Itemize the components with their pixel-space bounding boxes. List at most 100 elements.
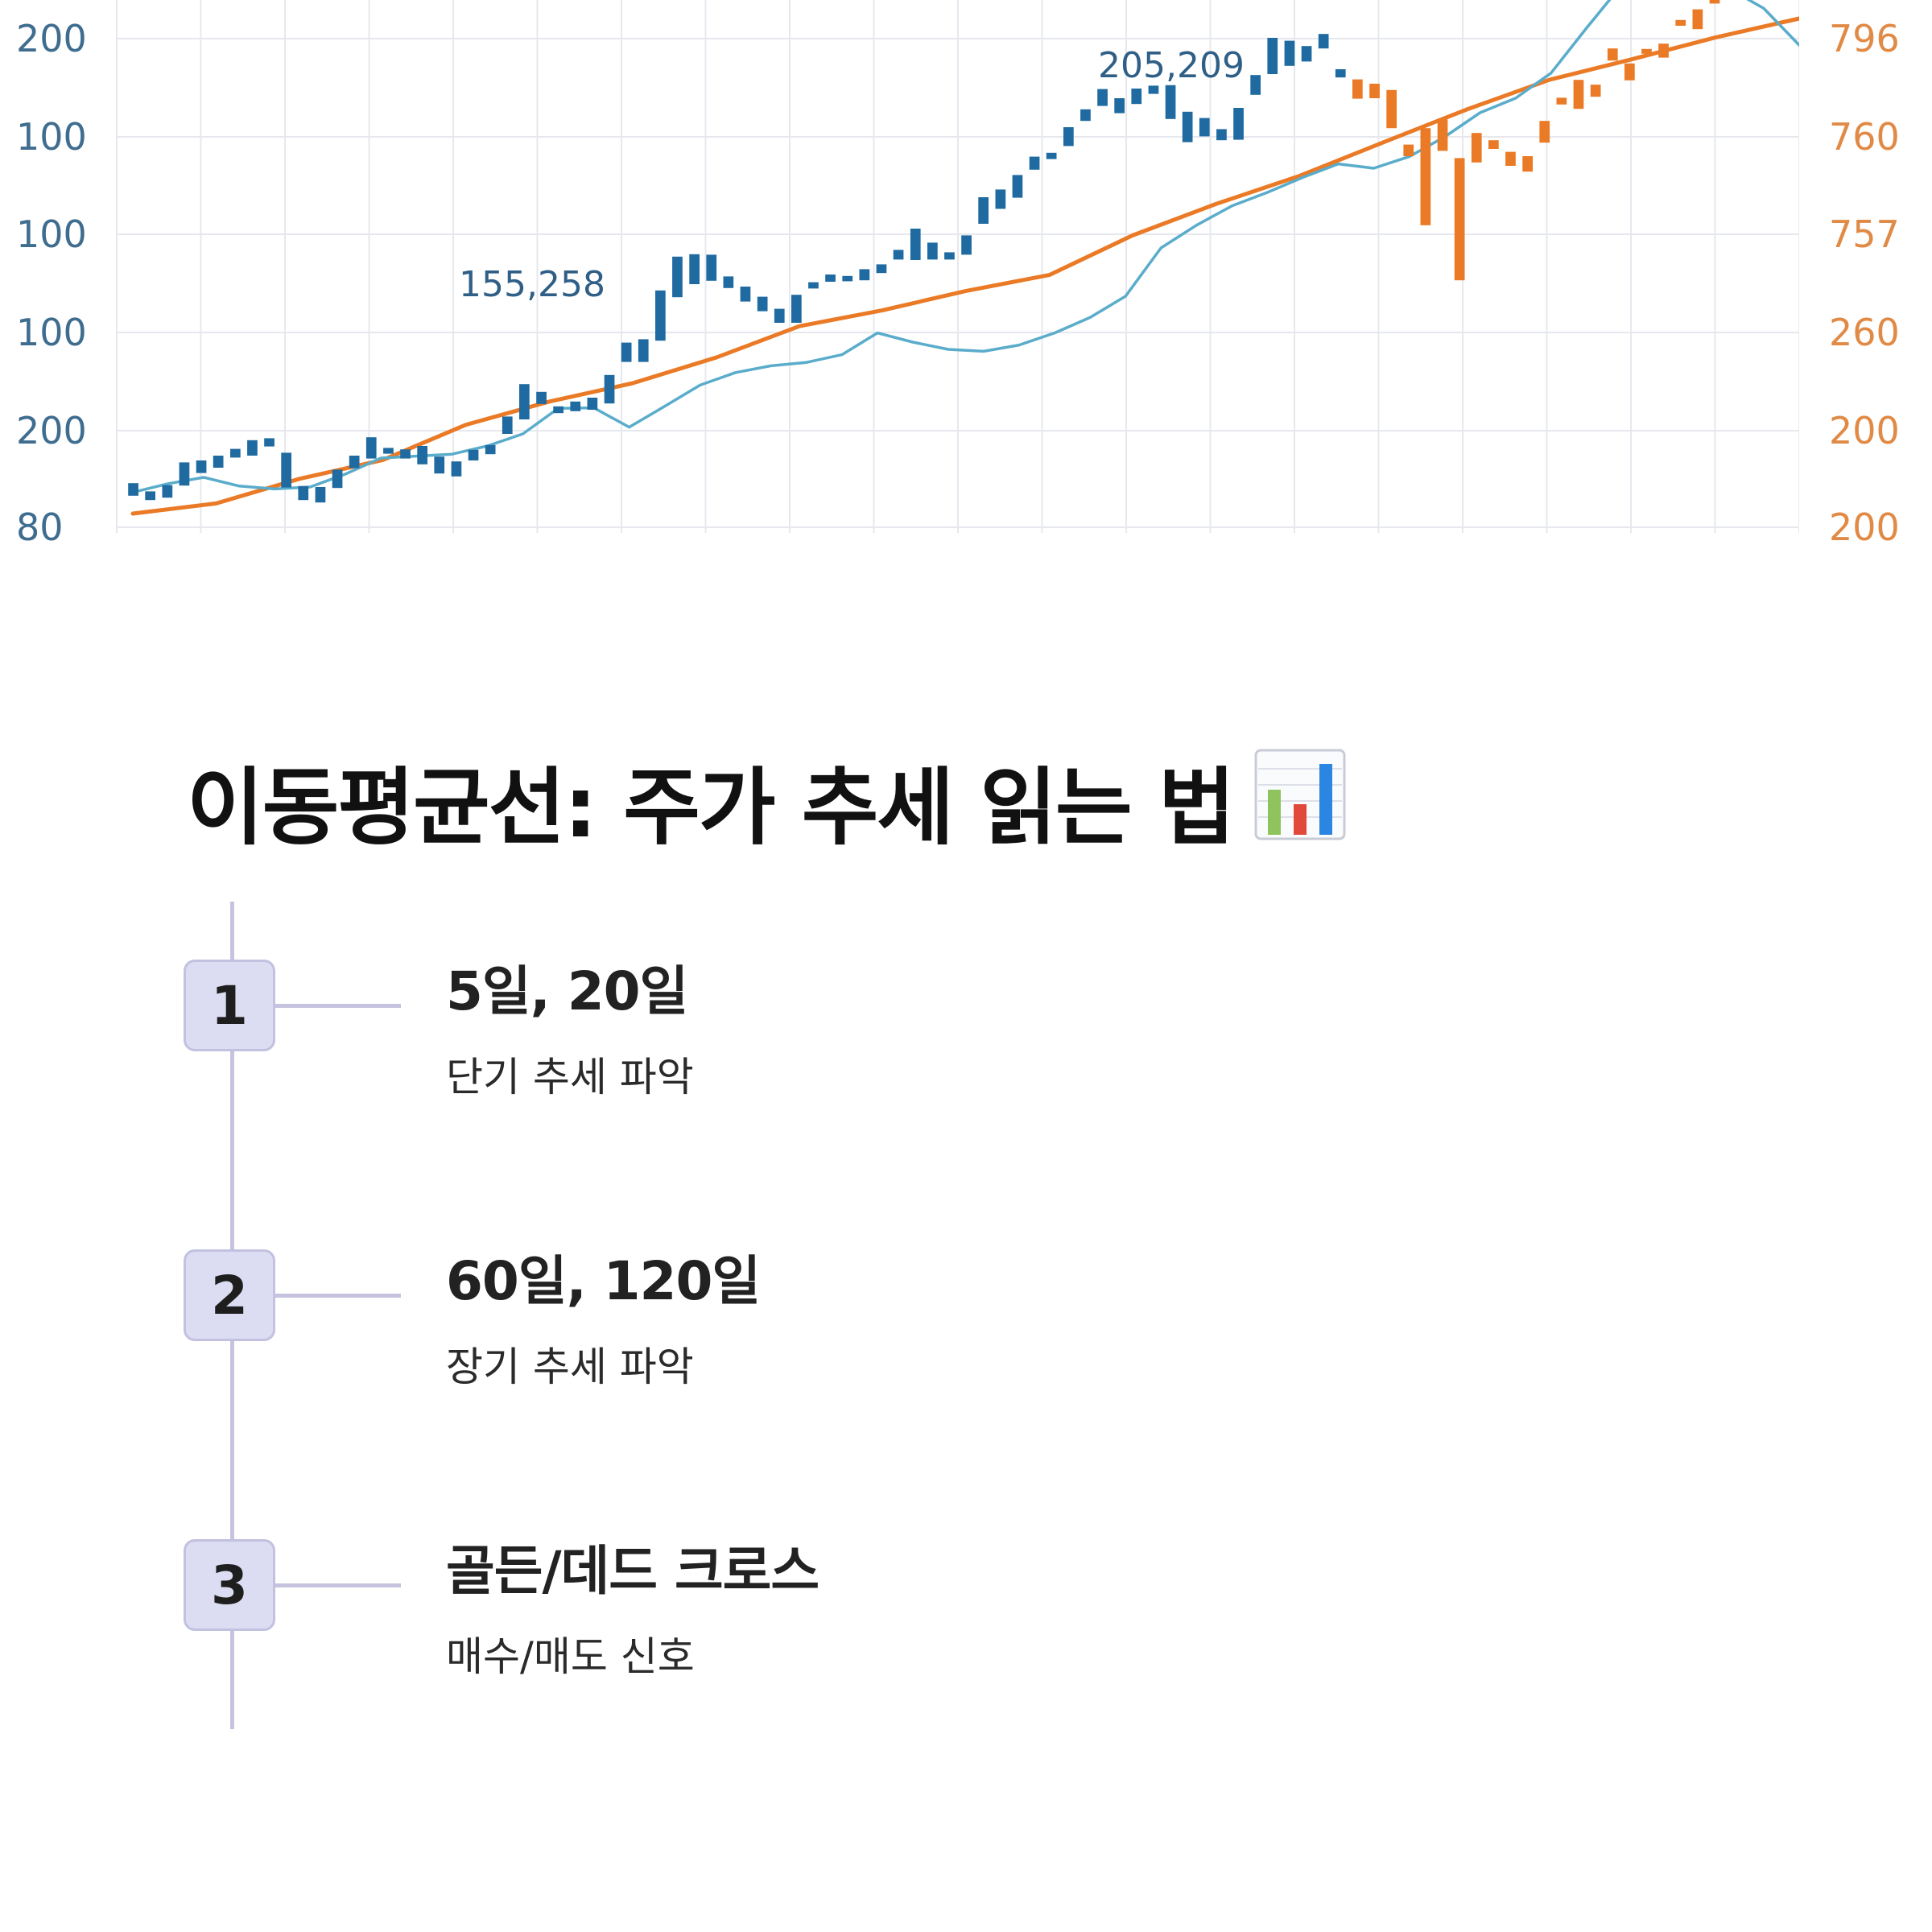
candle xyxy=(502,416,513,434)
step-number-badge: 1 xyxy=(184,960,275,1051)
step-description: 단기 추세 파악 xyxy=(446,1054,694,1100)
candle xyxy=(468,449,479,460)
candle xyxy=(638,339,649,362)
candle xyxy=(264,438,275,447)
candle xyxy=(1318,34,1329,49)
candle xyxy=(1267,38,1278,74)
candle xyxy=(1488,140,1499,149)
candle xyxy=(689,254,700,284)
candle xyxy=(1199,118,1210,137)
candle xyxy=(621,342,632,362)
candle xyxy=(298,485,309,501)
candle xyxy=(1590,85,1601,97)
step-title: 5일, 20일 xyxy=(446,960,688,1022)
candle xyxy=(1556,97,1567,105)
left-axis-tick-label: 200 xyxy=(16,409,87,452)
left-axis-tick-label: 100 xyxy=(16,115,87,159)
candle xyxy=(553,406,564,414)
candle xyxy=(1352,79,1363,99)
candle xyxy=(145,491,155,501)
candle xyxy=(1675,19,1686,26)
candle xyxy=(1437,119,1448,151)
candle xyxy=(757,296,768,312)
candle xyxy=(365,437,377,459)
candle xyxy=(1165,85,1176,119)
candle xyxy=(1063,127,1074,147)
candle xyxy=(519,384,530,419)
step-number-badge: 3 xyxy=(184,1539,275,1631)
candle xyxy=(1403,144,1414,156)
candle xyxy=(876,264,887,274)
candle xyxy=(1080,109,1091,122)
candle xyxy=(485,444,496,455)
candle xyxy=(791,295,802,323)
candle xyxy=(944,252,955,260)
candle xyxy=(1454,158,1465,281)
candle xyxy=(451,461,462,477)
candle xyxy=(1216,129,1227,141)
candle xyxy=(1573,80,1584,109)
step-title: 60일, 120일 xyxy=(446,1250,761,1312)
candle xyxy=(434,456,445,474)
candle xyxy=(1641,48,1652,54)
right-axis-tick-label: 200 xyxy=(1829,506,1900,547)
candle xyxy=(1369,84,1380,98)
candle xyxy=(1114,98,1125,114)
step-timeline: 1 5일, 20일 단기 추세 파악 2 60일, 120일 장기 추세 파악 … xyxy=(0,902,1932,1739)
hero-stock-chart: 200 100 100 100 200 80 796 760 757 260 200 200 155,… xyxy=(0,0,1932,547)
candle xyxy=(1505,151,1516,166)
candle xyxy=(1250,75,1261,95)
candle xyxy=(332,469,343,489)
step-connector xyxy=(275,1294,401,1298)
step-description: 매수/매도 신호 xyxy=(446,1633,695,1680)
candle xyxy=(995,189,1006,209)
candle xyxy=(1522,156,1533,172)
candle xyxy=(825,275,836,282)
candle xyxy=(1420,128,1431,225)
candle xyxy=(706,254,717,281)
candle xyxy=(230,448,241,458)
bar-chart-icon xyxy=(1253,748,1347,861)
candle xyxy=(417,446,427,464)
right-axis-tick-label: 796 xyxy=(1829,17,1900,60)
candlestick-chart: 200 100 100 100 200 80 796 760 757 260 200 200 155,… xyxy=(0,0,1932,547)
candle xyxy=(1624,63,1635,80)
candle xyxy=(587,398,598,410)
candle xyxy=(774,308,785,323)
candle xyxy=(927,242,938,260)
candle xyxy=(281,452,291,488)
right-axis-tick-label: 757 xyxy=(1829,213,1900,256)
candle xyxy=(1301,46,1312,62)
candle xyxy=(1471,133,1482,163)
candle xyxy=(1607,48,1618,61)
candle xyxy=(1284,40,1295,66)
candle xyxy=(740,287,751,302)
candle xyxy=(1012,175,1023,198)
candle xyxy=(723,276,734,288)
candle xyxy=(213,456,224,468)
candle xyxy=(1335,69,1346,78)
candle xyxy=(1658,43,1669,58)
left-axis-tick-label: 100 xyxy=(16,213,87,256)
candle xyxy=(179,462,190,486)
page-title-text: 이동평균선: 주가 추세 읽는 법 xyxy=(187,758,1236,857)
candle xyxy=(655,290,666,341)
step-number-badge: 2 xyxy=(184,1249,275,1341)
candle xyxy=(315,487,326,503)
candle xyxy=(604,374,615,404)
candle xyxy=(196,460,207,473)
candle xyxy=(961,235,972,255)
candle xyxy=(128,483,138,496)
right-axis-tick-label: 200 xyxy=(1829,409,1900,452)
candle xyxy=(536,391,547,404)
candle xyxy=(842,275,853,282)
right-axis-tick-label: 760 xyxy=(1829,115,1900,159)
timeline-step: 3 골든/데드 크로스 매수/매도 신호 xyxy=(0,1481,1932,1723)
page-title: 이동평균선: 주가 추세 읽는 법 xyxy=(187,739,1347,861)
left-axis-tick-label: 200 xyxy=(16,17,87,60)
candle xyxy=(400,449,411,459)
candle xyxy=(672,256,683,298)
candle xyxy=(383,448,394,454)
step-title: 골든/데드 크로스 xyxy=(446,1540,819,1602)
candle xyxy=(808,282,819,289)
